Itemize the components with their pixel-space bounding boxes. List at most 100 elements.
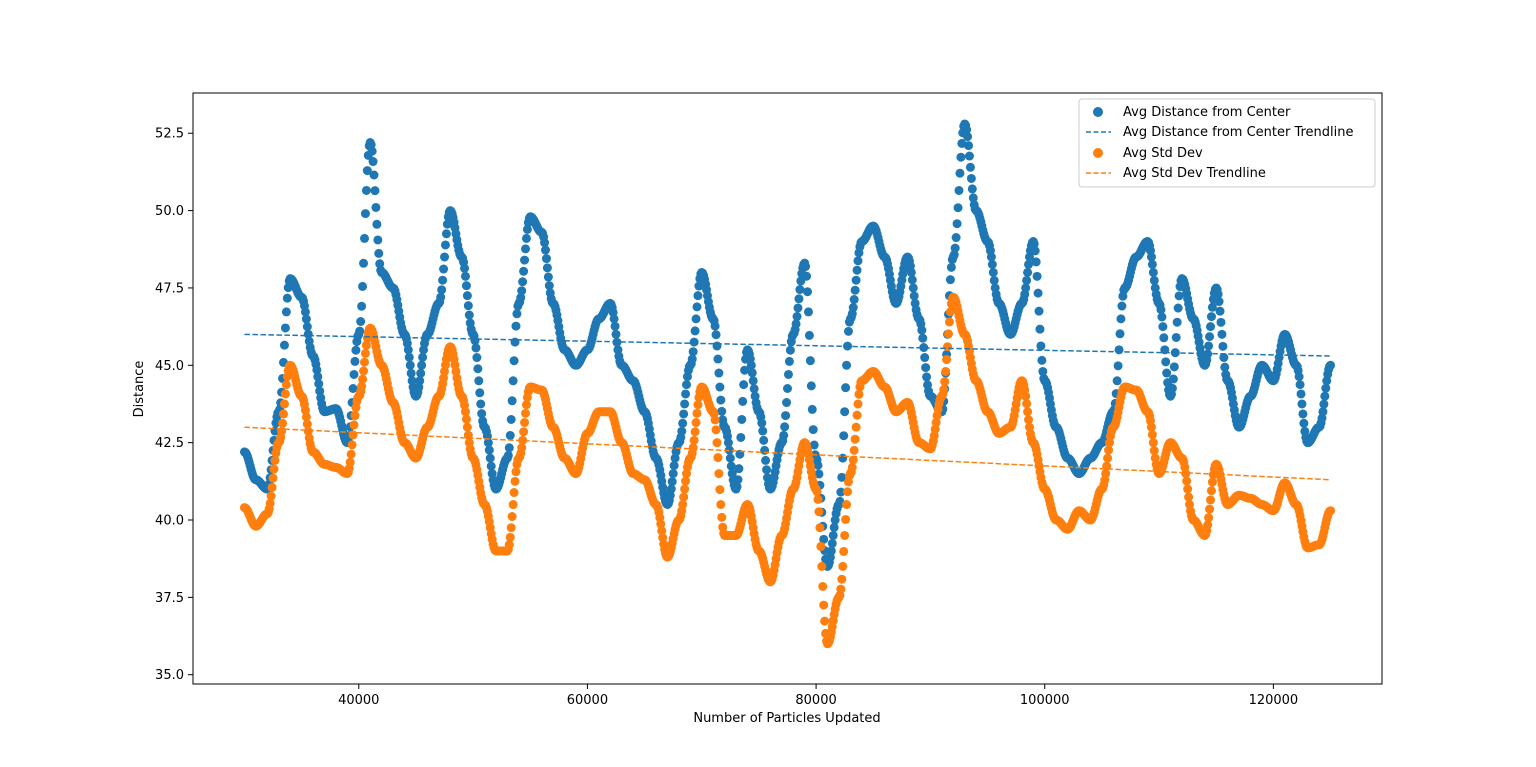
data-point-interp: [677, 426, 687, 436]
data-point-interp: [678, 500, 688, 510]
data-point-interp: [362, 166, 372, 176]
y-tick-label: 45.0: [155, 359, 184, 374]
data-point-interp: [943, 342, 953, 352]
data-point-interp: [473, 364, 483, 374]
data-point-interp: [734, 464, 744, 474]
data-point-interp: [1148, 267, 1158, 277]
data-point-interp: [803, 287, 813, 297]
data-point-interp: [370, 186, 380, 196]
data-point-interp: [657, 526, 667, 536]
data-point-interp: [1297, 399, 1307, 409]
data-point-interp: [746, 360, 756, 370]
data-point-interp: [1022, 399, 1032, 409]
data-point-interp: [690, 427, 700, 437]
data-point-interp: [313, 372, 323, 382]
data-point-interp: [853, 256, 863, 266]
data-point-interp: [849, 295, 859, 305]
data-point-interp: [1320, 391, 1330, 401]
data-point-interp: [717, 406, 727, 416]
data-point-interp: [521, 233, 531, 243]
data-point-interp: [1146, 252, 1156, 262]
data-point-interp: [1033, 288, 1043, 298]
data-point-interp: [945, 275, 955, 285]
data-point-interp: [1147, 259, 1157, 269]
data-point-interp: [692, 302, 702, 312]
data-point-interp: [710, 415, 720, 425]
data-point-interp: [852, 410, 862, 420]
data-point-interp: [693, 291, 703, 301]
data-point-interp: [369, 170, 379, 180]
data-point-interp: [472, 353, 482, 363]
data-point-interp: [361, 185, 371, 195]
data-point-interp: [784, 356, 794, 366]
data-point-interp: [714, 368, 724, 378]
data-point-interp: [371, 202, 381, 212]
data-point-interp: [836, 487, 846, 497]
data-point-interp: [1205, 332, 1215, 342]
data-point-interp: [955, 168, 965, 178]
data-point-interp: [1219, 353, 1229, 363]
data-point-interp: [280, 389, 290, 399]
data-point-interp: [486, 461, 496, 471]
data-point-interp: [716, 500, 726, 510]
data-point-interp: [854, 389, 864, 399]
data-point-interp: [849, 445, 859, 455]
legend-marker-avg-distance: [1093, 107, 1103, 117]
data-point-interp: [476, 399, 486, 409]
data-point-interp: [300, 307, 310, 317]
x-tick-label: 100000: [1020, 693, 1070, 708]
data-point-interp: [922, 372, 932, 382]
data-point-interp: [359, 357, 369, 367]
data-point-interp: [781, 411, 791, 421]
data-point-interp: [1220, 362, 1230, 372]
data-point-interp: [843, 487, 853, 497]
data-point-interp: [812, 487, 822, 497]
data-point-interp: [1113, 361, 1123, 371]
data-point-interp: [1203, 520, 1213, 530]
y-tick-label: 52.5: [155, 127, 184, 142]
data-point-interp: [520, 255, 530, 265]
data-point-interp: [359, 366, 369, 376]
data-point-interp: [1206, 312, 1216, 322]
data-point-interp: [689, 435, 699, 445]
data-point-interp: [349, 369, 359, 379]
data-point-interp: [838, 453, 848, 463]
data-point-interp: [710, 321, 720, 331]
data-point-interp: [964, 141, 974, 151]
data-point-interp: [1103, 453, 1113, 463]
data-point-interp: [807, 404, 817, 414]
data-point-interp: [780, 422, 790, 432]
data-point-interp: [951, 233, 961, 243]
data-point-interp: [1031, 257, 1041, 267]
data-point-interp: [842, 360, 852, 370]
data-point-interp: [1161, 357, 1171, 367]
data-point-interp: [1184, 492, 1194, 502]
data-point-interp: [669, 461, 679, 471]
data-point-interp: [461, 281, 471, 291]
data-point-interp: [267, 482, 277, 492]
data-point-interp: [840, 530, 850, 540]
data-point-interp: [460, 407, 470, 417]
data-point-interp: [440, 240, 450, 250]
data-point-interp: [1294, 372, 1304, 382]
data-point-interp: [688, 347, 698, 357]
data-point-interp: [679, 492, 689, 502]
data-point-interp: [1319, 399, 1329, 409]
data-point-interp: [666, 484, 676, 494]
data-point-interp: [942, 355, 952, 365]
data-point-interp: [687, 354, 697, 364]
data-point-interp: [836, 584, 846, 594]
data-point-interp: [522, 224, 532, 234]
data-point-interp: [507, 396, 517, 406]
data-point-interp: [805, 356, 815, 366]
data-point-interp: [715, 382, 725, 392]
data-point-interp: [965, 162, 975, 172]
data-point-interp: [511, 467, 521, 477]
data-point-interp: [838, 561, 848, 571]
data-point-interp: [359, 233, 369, 243]
data-point-interp: [920, 353, 930, 363]
series-avg-distance-from-center-trendline: [244, 333, 1331, 357]
data-point-interp: [315, 386, 325, 396]
data-point-interp: [950, 243, 960, 253]
data-point-interp: [908, 283, 918, 293]
